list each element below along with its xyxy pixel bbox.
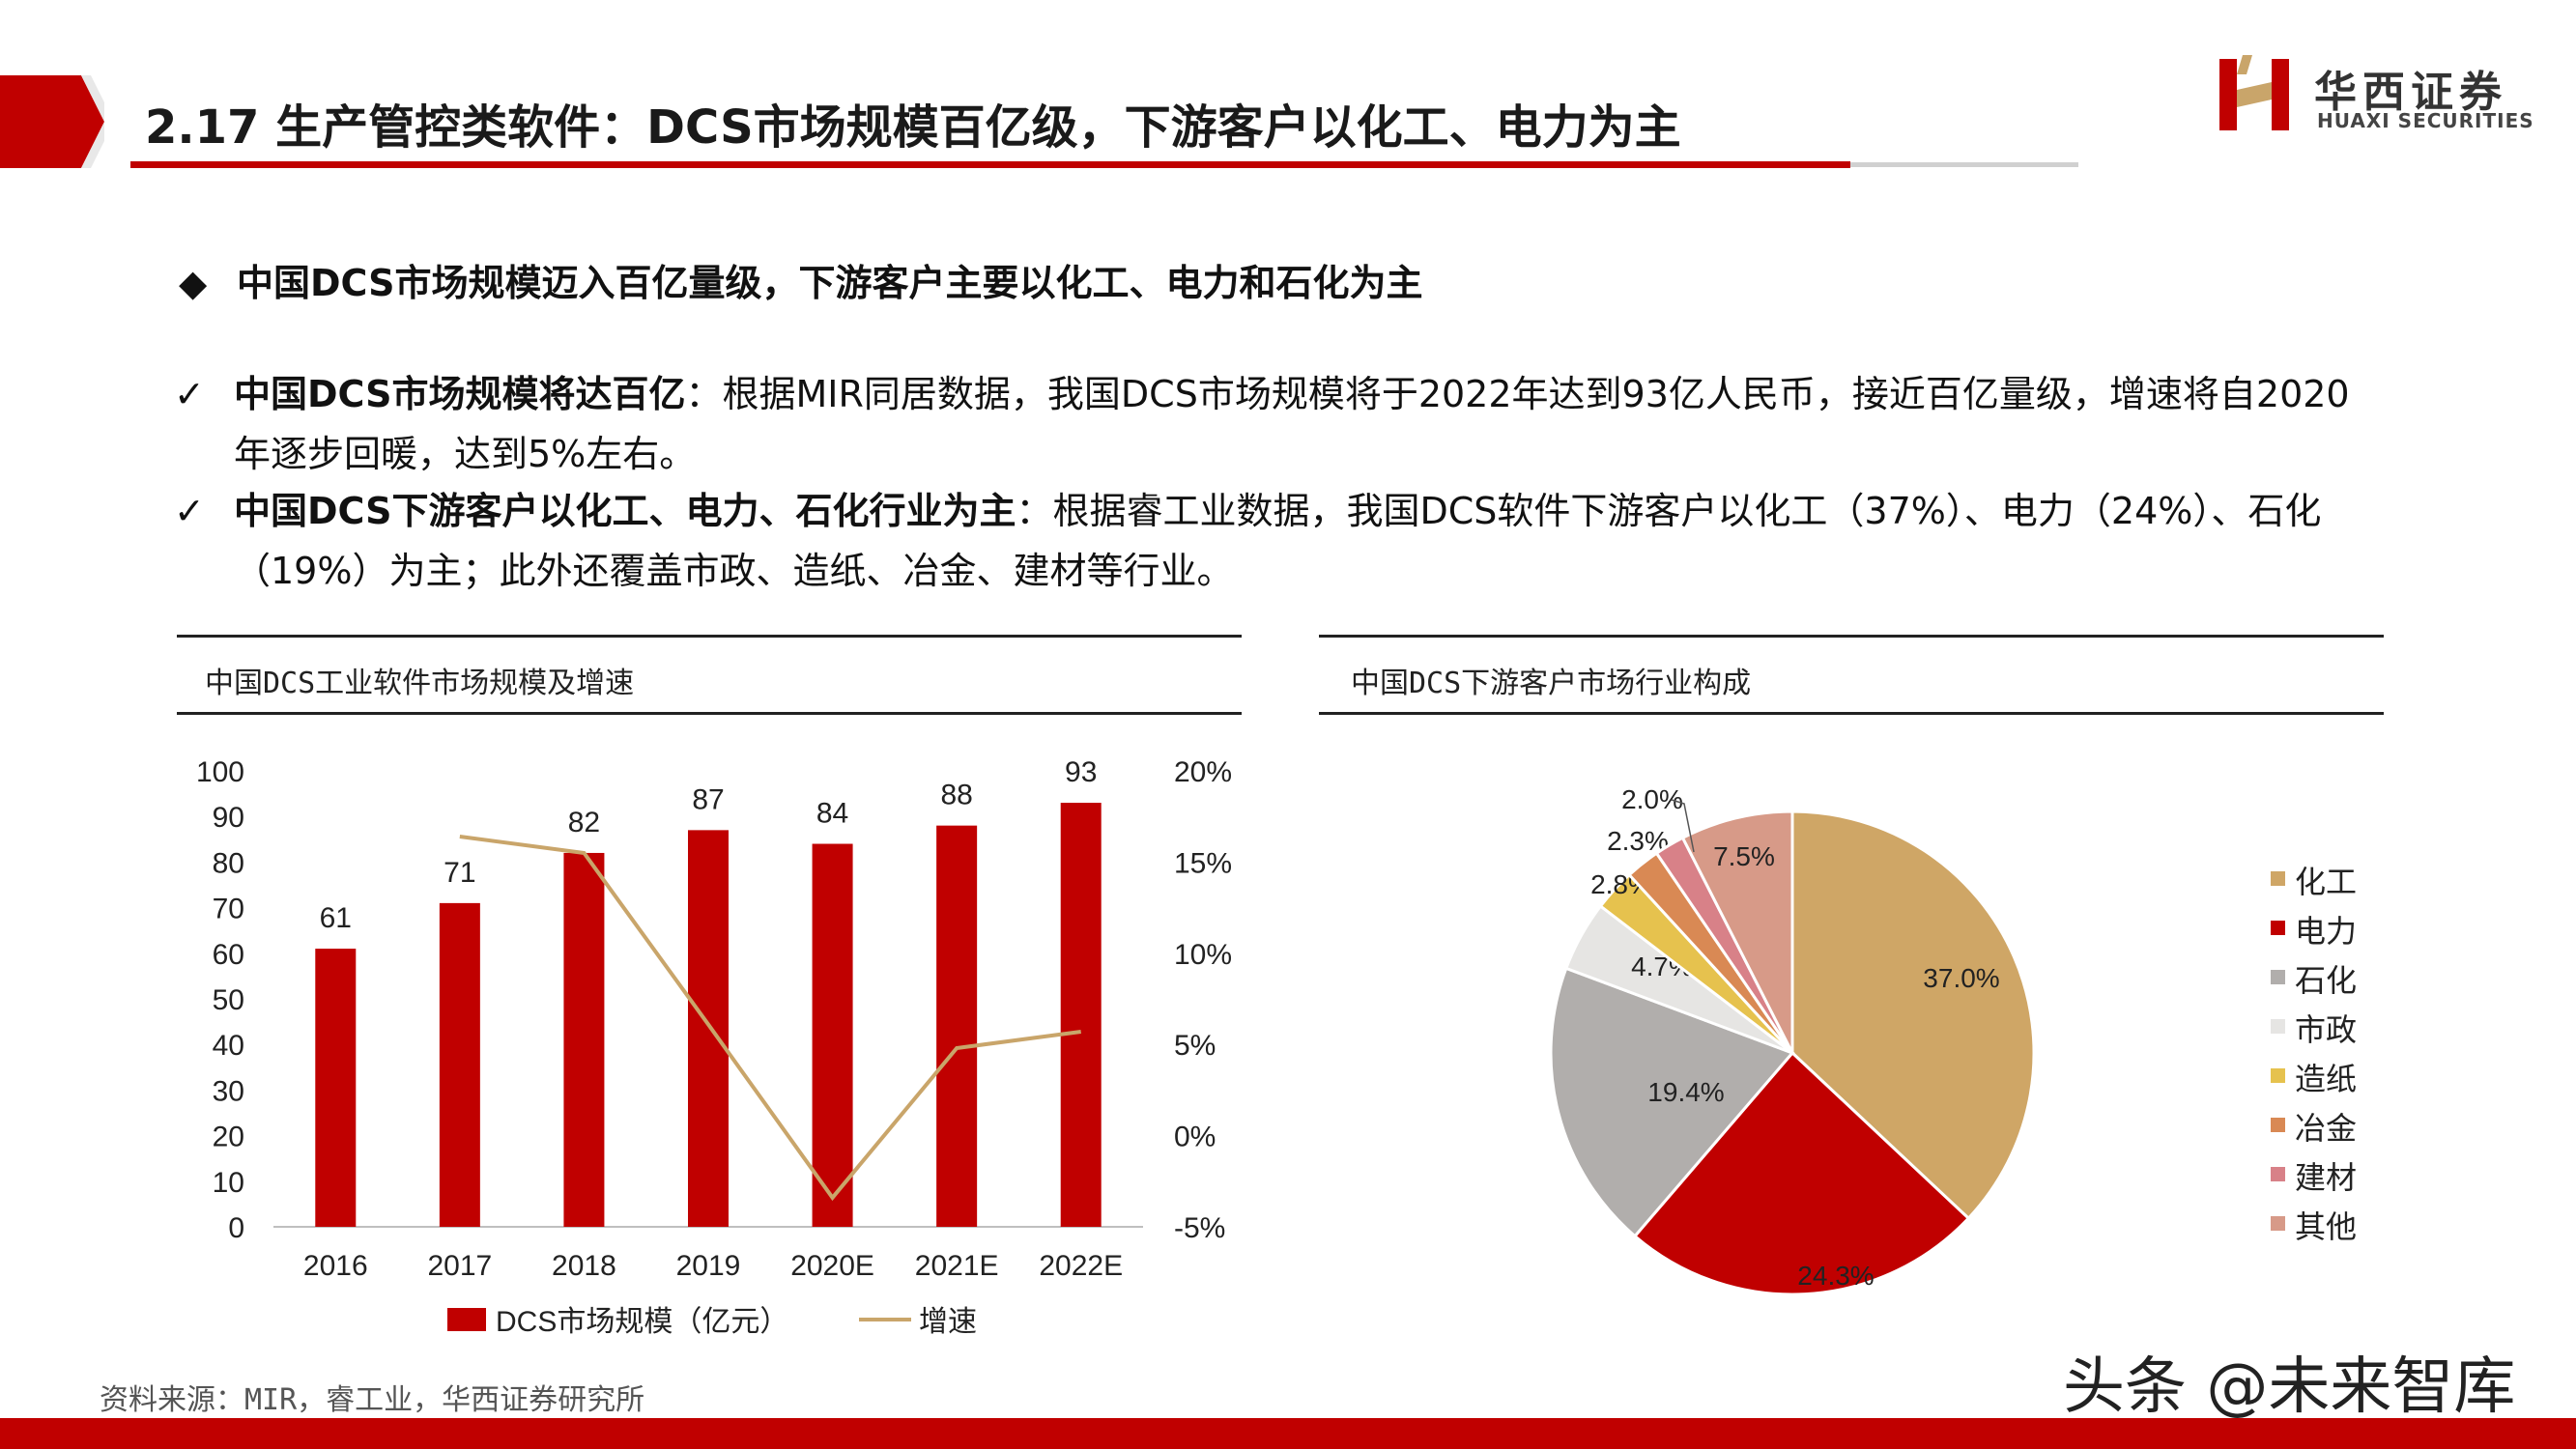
bar-data-label: 61 xyxy=(320,902,352,934)
y-axis-tick-label: 10 xyxy=(213,1167,244,1199)
legend-label: 其他 xyxy=(2295,1209,2357,1244)
pie-chart-title: 中国DCS下游客户市场行业构成 xyxy=(1351,667,1752,700)
bar-chart-title-rule xyxy=(177,712,1242,715)
y-axis-tick-label: 30 xyxy=(213,1075,244,1107)
main-bullet: ◆ 中国DCS市场规模迈入百亿量级，下游客户主要以化工、电力和石化为主 xyxy=(179,253,1423,306)
pie-chart: 37.0%24.3%19.4%4.7%2.8%2.3%2.0%7.5%化工电力石… xyxy=(1549,784,2357,1296)
title-underline-grey xyxy=(1850,162,2078,167)
paragraph-market-size: ✓ 中国DCS市场规模将达百亿：根据MIR同居数据，我国DCS市场规模将于202… xyxy=(174,364,2377,484)
y2-axis-tick-label: 20% xyxy=(1174,756,1232,788)
paragraph-heading: 中国DCS市场规模将达百亿 xyxy=(234,373,686,415)
legend-label: 冶金 xyxy=(2295,1111,2357,1146)
bar-data-label: 93 xyxy=(1065,756,1097,788)
legend-label: 造纸 xyxy=(2295,1062,2357,1096)
pie-data-label: 37.0% xyxy=(1923,963,1999,993)
logo-cn-text: 华西证券 xyxy=(2314,68,2507,117)
check-icon: ✓ xyxy=(174,490,205,532)
y-axis-tick-label: 40 xyxy=(213,1030,244,1062)
y-axis-tick-label: 20 xyxy=(213,1122,244,1153)
footer-bar xyxy=(0,1418,2576,1449)
pie-data-label: 7.5% xyxy=(1713,841,1775,871)
legend-label: 石化 xyxy=(2295,963,2357,998)
bar-2022E xyxy=(1060,803,1102,1227)
legend-swatch xyxy=(2271,970,2285,984)
y-axis-tick-label: 90 xyxy=(213,802,244,834)
bar-data-label: 87 xyxy=(692,783,724,815)
bar-data-label: 84 xyxy=(816,798,848,830)
y-axis-tick-label: 60 xyxy=(213,939,244,971)
legend-swatch xyxy=(2271,871,2285,886)
header-accent-arrow xyxy=(0,75,104,168)
pie-data-label: 19.4% xyxy=(1647,1077,1724,1107)
bar-2021E xyxy=(936,825,978,1227)
legend-bar-swatch xyxy=(447,1308,486,1331)
legend-swatch xyxy=(2271,921,2285,935)
logo-en-text: HUAXI SECURITIES xyxy=(2317,109,2534,132)
x-axis-tick-label: 2017 xyxy=(427,1250,492,1282)
title-underline xyxy=(130,161,1850,168)
x-axis-tick-label: 2016 xyxy=(303,1250,368,1282)
pie-data-label: 24.3% xyxy=(1797,1261,1874,1291)
paragraph-heading: 中国DCS下游客户以化工、电力、石化行业为主 xyxy=(234,490,1016,532)
y2-axis-tick-label: 15% xyxy=(1174,847,1232,879)
bar-chart-title: 中国DCS工业软件市场规模及增速 xyxy=(205,667,635,700)
y2-axis-tick-label: 10% xyxy=(1174,939,1232,971)
pie-leader-line xyxy=(1671,799,1695,853)
y-axis-tick-label: 0 xyxy=(228,1212,244,1244)
bar-2016 xyxy=(315,949,357,1227)
y2-axis-tick-label: 5% xyxy=(1174,1030,1216,1062)
legend-label: 市政 xyxy=(2295,1012,2357,1047)
y-axis-tick-label: 50 xyxy=(213,984,244,1016)
pie-slice-石化 xyxy=(1549,966,1795,1238)
x-axis-tick-label: 2020E xyxy=(790,1250,874,1282)
check-icon: ✓ xyxy=(174,373,205,415)
y2-axis-tick-label: -5% xyxy=(1174,1212,1225,1244)
y2-axis-tick-label: 0% xyxy=(1174,1122,1216,1153)
bar-data-label: 82 xyxy=(568,807,600,838)
legend-label: 电力 xyxy=(2295,914,2357,949)
diamond-bullet-icon: ◆ xyxy=(179,262,208,304)
x-axis-tick-label: 2022E xyxy=(1039,1250,1123,1282)
legend-label: 化工 xyxy=(2295,865,2357,899)
page-title: 2.17 生产管控类软件：DCS市场规模百亿级，下游客户以化工、电力为主 xyxy=(145,100,1681,155)
legend-swatch xyxy=(2271,1019,2285,1034)
bar-2019 xyxy=(688,830,729,1227)
y-axis-tick-label: 100 xyxy=(196,756,244,788)
bar-chart-top-rule xyxy=(177,635,1242,638)
bar-2020E xyxy=(812,843,853,1227)
huaxi-logo-icon xyxy=(2219,55,2289,130)
bar-data-label: 88 xyxy=(940,780,972,811)
x-axis-tick-label: 2019 xyxy=(676,1250,741,1282)
x-axis-tick-label: 2018 xyxy=(552,1250,616,1282)
legend-swatch xyxy=(2271,1118,2285,1132)
x-axis-tick-label: 2021E xyxy=(915,1250,999,1282)
main-bullet-text: 中国DCS市场规模迈入百亿量级，下游客户主要以化工、电力和石化为主 xyxy=(237,262,1423,304)
pie-chart-top-rule xyxy=(1319,635,2384,638)
bar-line-chart: 0 10 20 30 40 50 60 70 80 90 100 -5% 0% 5% 10% 15% 20% 61… xyxy=(196,756,1232,1338)
legend-swatch xyxy=(2271,1216,2285,1231)
source-note: 资料来源：MIR，睿工业，华西证券研究所 xyxy=(100,1383,645,1417)
y-axis-tick-label: 80 xyxy=(213,847,244,879)
legend-swatch xyxy=(2271,1068,2285,1083)
paragraph-body: ：根据睿工业数据，我国DCS软件下游客户以化工（37%）、电力（24%）、石化（… xyxy=(234,490,2322,592)
legend-label: 建材 xyxy=(2295,1160,2357,1195)
paragraph-body: ：根据MIR同居数据，我国DCS市场规模将于2022年达到93亿人民币，接近百亿… xyxy=(234,373,2350,475)
pie-slice-化工 xyxy=(1790,810,2036,1221)
pie-slice-电力 xyxy=(1632,1050,1971,1296)
watermark: 头条 @未来智库 xyxy=(2063,1351,2516,1423)
growth-rate-line xyxy=(459,834,1081,1202)
pie-chart-title-rule xyxy=(1319,712,2384,715)
bar-data-label: 71 xyxy=(444,857,475,889)
legend-swatch xyxy=(2271,1167,2285,1181)
bar-2017 xyxy=(439,902,480,1227)
brand-logo: 华西证券 HUAXI SECURITIES xyxy=(2218,53,2536,140)
y-axis-tick-label: 70 xyxy=(213,894,244,925)
pie-slice-其他 xyxy=(1680,810,1794,1054)
bar-2018 xyxy=(563,852,605,1227)
pie-data-label: 2.0% xyxy=(1621,784,1683,814)
legend-line-label: 增速 xyxy=(919,1306,977,1338)
paragraph-downstream: ✓ 中国DCS下游客户以化工、电力、石化行业为主：根据睿工业数据，我国DCS软件… xyxy=(174,481,2377,601)
legend-bar-label: DCS市场规模（亿元） xyxy=(496,1306,788,1338)
